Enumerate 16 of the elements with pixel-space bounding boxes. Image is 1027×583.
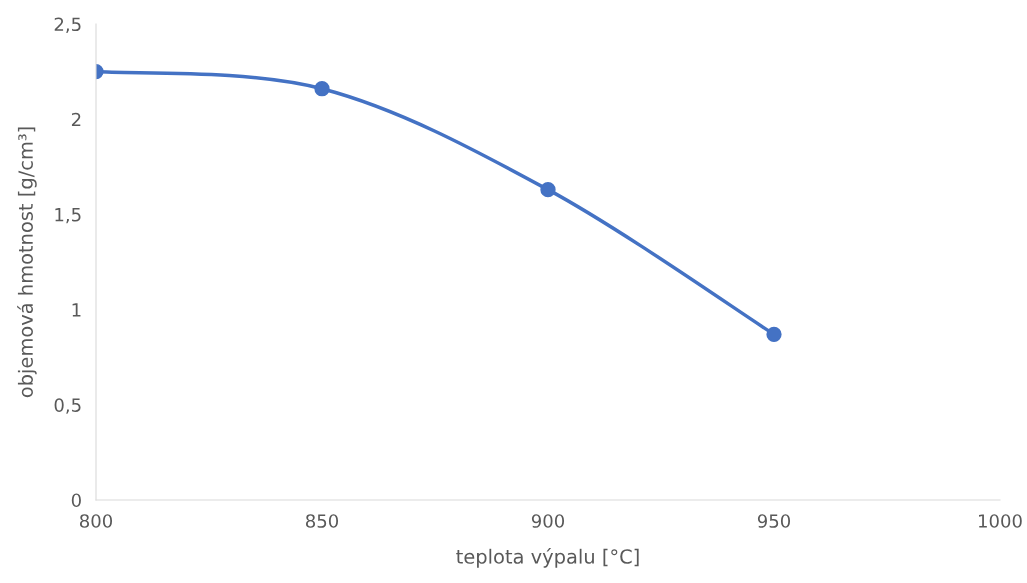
y-axis-title: objemová hmotnost [g/cm³] bbox=[17, 127, 37, 398]
x-axis-title: teplota výpalu [°C] bbox=[456, 548, 639, 568]
y-tick-label: 0,5 bbox=[54, 398, 81, 414]
y-tick-label: 2,5 bbox=[54, 17, 81, 33]
y-tick-label: 2 bbox=[71, 112, 81, 127]
y-tick-label: 0 bbox=[71, 493, 81, 508]
x-tick-label: 850 bbox=[305, 514, 339, 528]
y-tick-label: 1 bbox=[72, 303, 81, 317]
point bbox=[314, 81, 330, 97]
x-tick-label: 950 bbox=[757, 514, 791, 528]
point bbox=[540, 182, 556, 198]
x-tick-label: 800 bbox=[79, 514, 113, 528]
x-tick-label: 900 bbox=[531, 514, 565, 528]
y-tick-label: 1,5 bbox=[55, 208, 81, 224]
point bbox=[766, 326, 782, 342]
x-tick-label: 1000 bbox=[979, 514, 1022, 528]
